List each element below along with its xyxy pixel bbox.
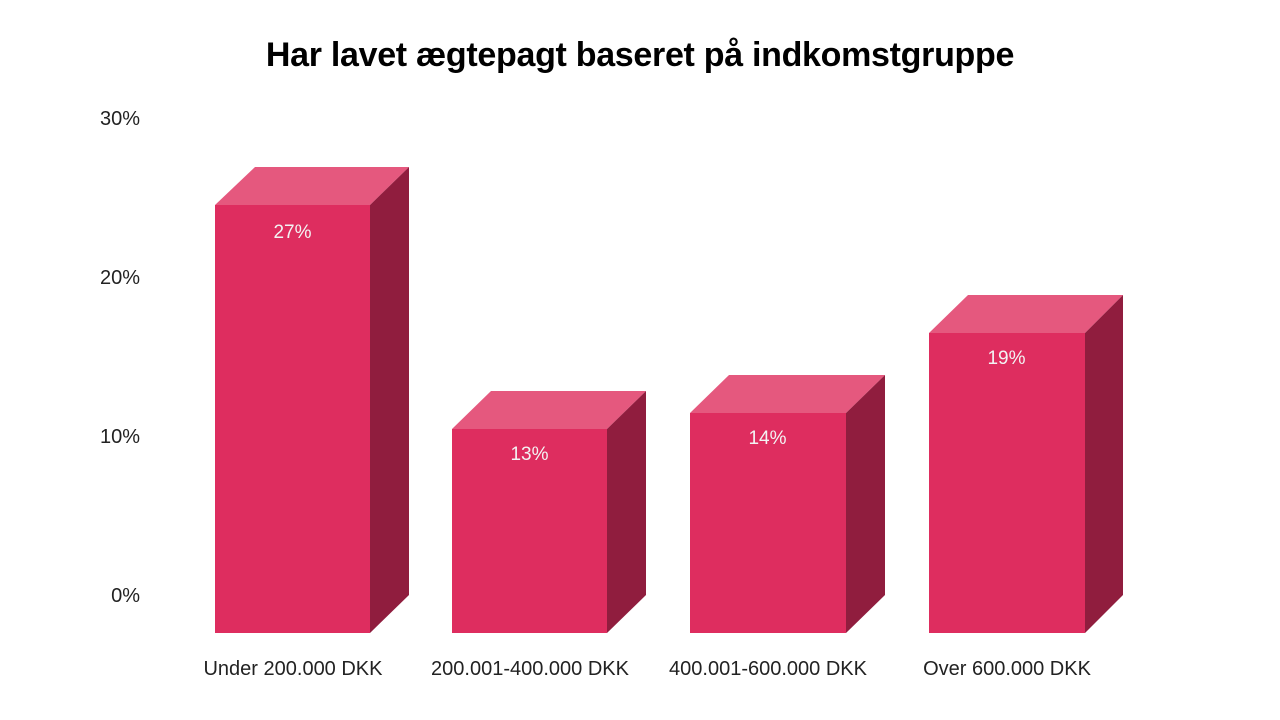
bar-400001-600000 xyxy=(690,375,885,633)
y-tick-0: 0% xyxy=(111,585,140,607)
x-label-under-200000: Under 200.000 DKK xyxy=(203,658,383,680)
value-label-bar-4: 19% xyxy=(987,348,1026,369)
value-label-bar-1: 27% xyxy=(273,222,312,243)
x-label-over-600000: Over 600.000 DKK xyxy=(923,658,1091,680)
y-tick-30: 30% xyxy=(99,108,140,130)
x-label-200001-400000: 200.001-400.000 DKK xyxy=(431,658,629,680)
y-tick-10: 10% xyxy=(99,426,140,448)
y-tick-20: 20% xyxy=(99,267,140,289)
bar-200001-400000 xyxy=(452,391,646,633)
bar-under-200000 xyxy=(215,167,409,633)
chart-title: Har lavet ægtepagt baseret på indkomstgr… xyxy=(265,36,1015,74)
bar-over-600000 xyxy=(929,295,1123,633)
value-label-bar-2: 13% xyxy=(510,444,549,465)
x-label-400001-600000: 400.001-600.000 DKK xyxy=(669,658,867,680)
value-label-bar-3: 14% xyxy=(748,428,787,449)
